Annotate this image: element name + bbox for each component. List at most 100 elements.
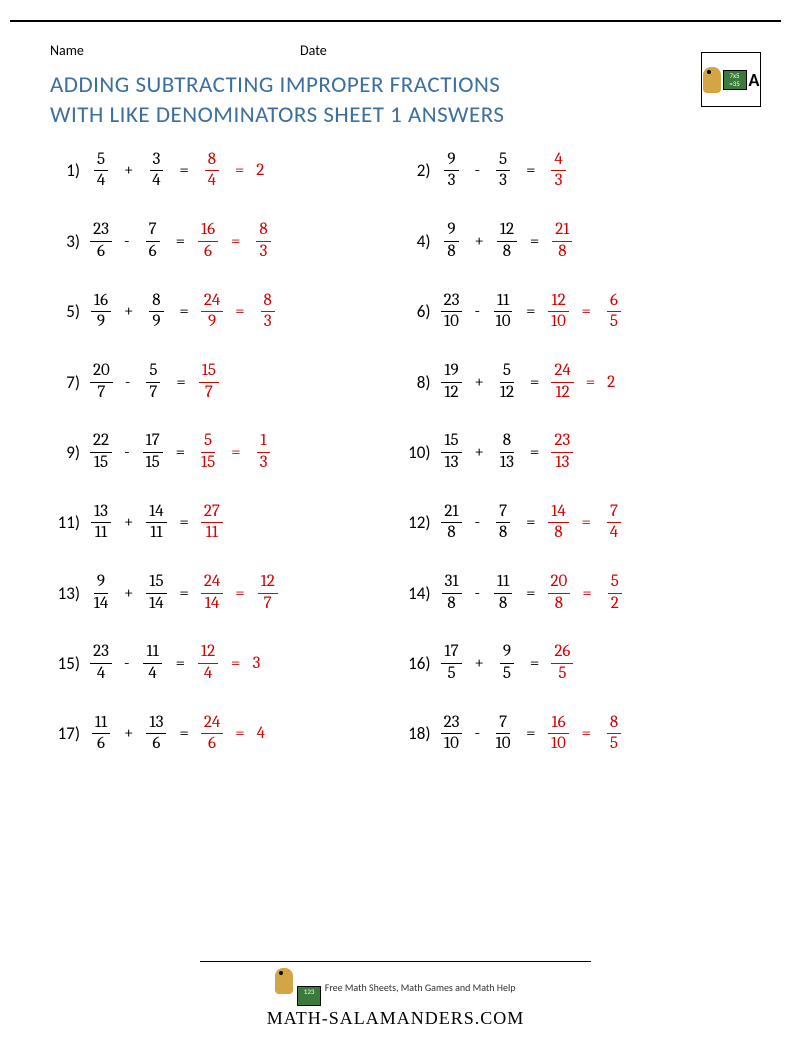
denominator: 5 xyxy=(607,734,621,754)
numerator: 9 xyxy=(500,643,514,664)
equals: = xyxy=(233,584,246,603)
fraction: 19 12 xyxy=(441,362,463,402)
problem-row: 17) 11 6 + 13 6 = 24 6 =4 xyxy=(50,714,391,754)
denominator: 8 xyxy=(500,242,514,262)
operator: - xyxy=(473,584,483,603)
denominator: 7 xyxy=(146,383,160,403)
numerator: 6 xyxy=(607,292,621,313)
problems-grid: 1) 5 4 + 3 4 = 8 4 =2 2) 9 3 - 5 3 = 4 3… xyxy=(50,151,741,754)
numerator: 15 xyxy=(146,573,166,594)
numerator: 11 xyxy=(92,714,110,735)
salamander-icon xyxy=(703,67,721,93)
operator: + xyxy=(473,443,486,462)
footer-logo: 123 xyxy=(275,968,321,1006)
problem-number: 8) xyxy=(401,372,431,393)
numerator: 8 xyxy=(261,292,275,313)
equals: = xyxy=(177,302,190,321)
fraction: 8 3 xyxy=(252,221,274,261)
denominator: 8 xyxy=(552,594,566,614)
fraction: 17 15 xyxy=(142,432,164,472)
header-row: Name Date xyxy=(50,42,741,59)
problem-number: 17) xyxy=(50,723,80,744)
fraction: 4 3 xyxy=(548,151,570,191)
operator: - xyxy=(473,513,483,532)
worksheet-page: Name Date 7x5 =35 A ADDING SUBTRACTING I… xyxy=(10,20,781,754)
equals: = xyxy=(174,654,187,673)
fraction: 21 8 xyxy=(441,503,463,543)
problem-number: 2) xyxy=(401,160,431,181)
problem-row: 5) 16 9 + 8 9 = 24 9 = 8 3 xyxy=(50,292,391,332)
equals: = xyxy=(229,654,242,673)
numerator: 15 xyxy=(441,432,461,453)
numerator: 16 xyxy=(548,714,568,735)
operator: + xyxy=(473,232,486,251)
operator: - xyxy=(122,232,132,251)
numerator: 7 xyxy=(496,503,510,524)
denominator: 8 xyxy=(496,594,510,614)
fraction: 12 8 xyxy=(496,221,518,261)
numerator: 17 xyxy=(143,432,163,453)
denominator: 15 xyxy=(198,453,218,473)
fraction: 24 14 xyxy=(201,573,223,613)
whole-answer: 2 xyxy=(607,373,615,392)
equals: = xyxy=(229,232,242,251)
operator: - xyxy=(122,654,132,673)
problem-number: 14) xyxy=(401,583,431,604)
equals: = xyxy=(174,232,187,251)
numerator: 20 xyxy=(548,573,571,594)
problem-row: 6) 23 10 - 11 10 = 12 10 = 6 5 xyxy=(401,292,742,332)
fraction: 15 13 xyxy=(441,432,463,472)
numerator: 11 xyxy=(494,292,512,313)
numerator: 5 xyxy=(608,573,622,594)
equals: = xyxy=(233,724,246,743)
operator: + xyxy=(122,724,135,743)
numerator: 7 xyxy=(496,714,510,735)
problem-number: 5) xyxy=(50,301,80,322)
fraction: 5 4 xyxy=(90,151,112,191)
fraction: 3 4 xyxy=(145,151,167,191)
denominator: 6 xyxy=(201,242,215,262)
fraction: 5 15 xyxy=(197,432,219,472)
equals: = xyxy=(524,302,537,321)
operator: - xyxy=(123,373,133,392)
footer-brand: MATH-SALAMANDERS.COM xyxy=(0,1008,791,1029)
numerator: 19 xyxy=(441,362,461,383)
denominator: 7 xyxy=(261,594,275,614)
date-label: Date xyxy=(300,42,327,59)
equals: = xyxy=(524,161,537,180)
denominator: 10 xyxy=(548,734,569,754)
operator: + xyxy=(473,654,486,673)
numerator: 24 xyxy=(201,292,223,313)
worksheet-title: ADDING SUBTRACTING IMPROPER FRACTIONS WI… xyxy=(50,71,741,131)
problem-row: 18) 23 10 - 7 10 = 16 10 = 8 5 xyxy=(401,714,742,754)
fraction: 5 3 xyxy=(492,151,514,191)
equals: = xyxy=(233,302,246,321)
fraction: 8 9 xyxy=(145,292,167,332)
fraction: 9 8 xyxy=(441,221,463,261)
numerator: 8 xyxy=(500,432,514,453)
denominator: 9 xyxy=(149,312,163,332)
denominator: 9 xyxy=(205,312,219,332)
problem-number: 4) xyxy=(401,231,431,252)
numerator: 16 xyxy=(198,221,218,242)
numerator: 24 xyxy=(201,573,223,594)
equals: = xyxy=(524,724,537,743)
site-logo: 7x5 =35 A xyxy=(701,52,761,107)
denominator: 6 xyxy=(149,734,163,754)
fraction: 7 8 xyxy=(492,503,514,543)
fraction: 16 6 xyxy=(197,221,219,261)
fraction: 11 4 xyxy=(142,643,164,683)
denominator: 10 xyxy=(441,312,462,332)
numerator: 5 xyxy=(146,362,160,383)
fraction: 16 10 xyxy=(548,714,570,754)
title-line-2: WITH LIKE DENOMINATORS SHEET 1 ANSWERS xyxy=(50,101,504,129)
denominator: 8 xyxy=(555,242,569,262)
denominator: 3 xyxy=(445,171,459,191)
numerator: 1 xyxy=(257,432,269,453)
denominator: 5 xyxy=(500,664,514,684)
fraction: 6 5 xyxy=(603,292,625,332)
numerator: 8 xyxy=(256,221,270,242)
problem-number: 3) xyxy=(50,231,80,252)
numerator: 11 xyxy=(494,573,512,594)
denominator: 10 xyxy=(493,312,514,332)
